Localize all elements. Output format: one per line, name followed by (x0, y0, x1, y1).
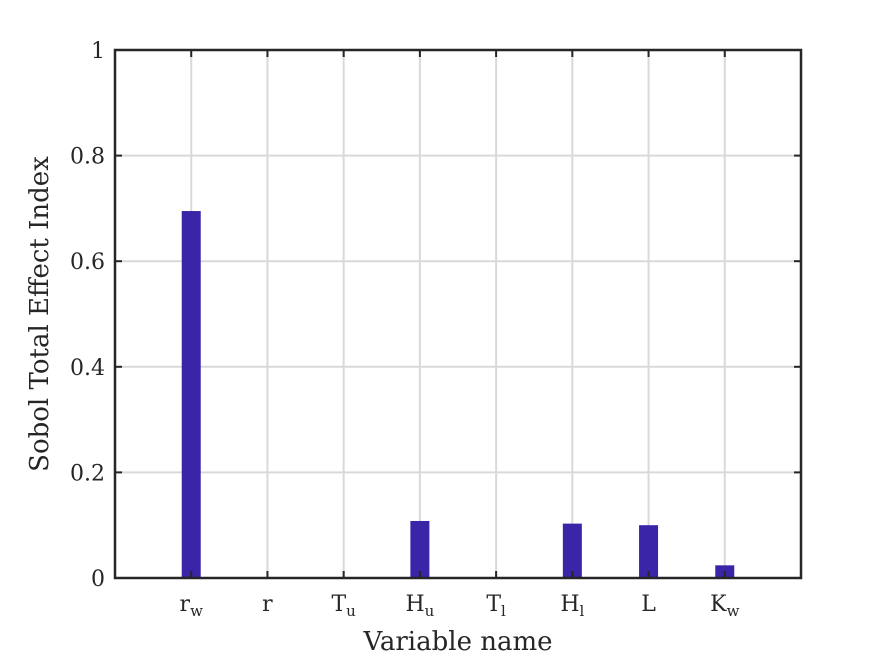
x-tick-label: Hu (405, 592, 434, 620)
bar (639, 525, 659, 578)
x-tick-label: Hl (560, 592, 584, 620)
y-tick-label: 0.6 (70, 250, 105, 275)
grid-lines (115, 49, 801, 579)
bars (181, 211, 735, 579)
bar (410, 520, 430, 578)
y-tick-label: 1 (91, 39, 105, 64)
y-tick-label: 0.4 (70, 356, 105, 381)
x-tick-label: rw (180, 592, 204, 620)
bar (562, 523, 582, 578)
y-tick-labels: 0 0.2 0.4 0.6 0.8 1 (70, 39, 105, 592)
x-tick-label: Tl (486, 592, 506, 620)
x-tick-labels: rw r Tu Hu Tl Hl L Kw (180, 592, 740, 620)
x-axis-title: Variable name (362, 627, 552, 657)
x-tick-label: r (262, 592, 273, 617)
x-tick-label: Tu (331, 592, 356, 620)
y-tick-label: 0.8 (70, 145, 105, 170)
y-tick-label: 0.2 (70, 461, 105, 486)
bar (181, 211, 201, 579)
tick-marks (115, 49, 801, 579)
x-tick-label: L (641, 592, 656, 617)
y-axis-title: Sobol Total Effect Index (25, 156, 55, 472)
y-tick-label: 0 (91, 567, 105, 592)
plot-frame (113, 48, 803, 580)
x-tick-label: Kw (710, 592, 739, 620)
